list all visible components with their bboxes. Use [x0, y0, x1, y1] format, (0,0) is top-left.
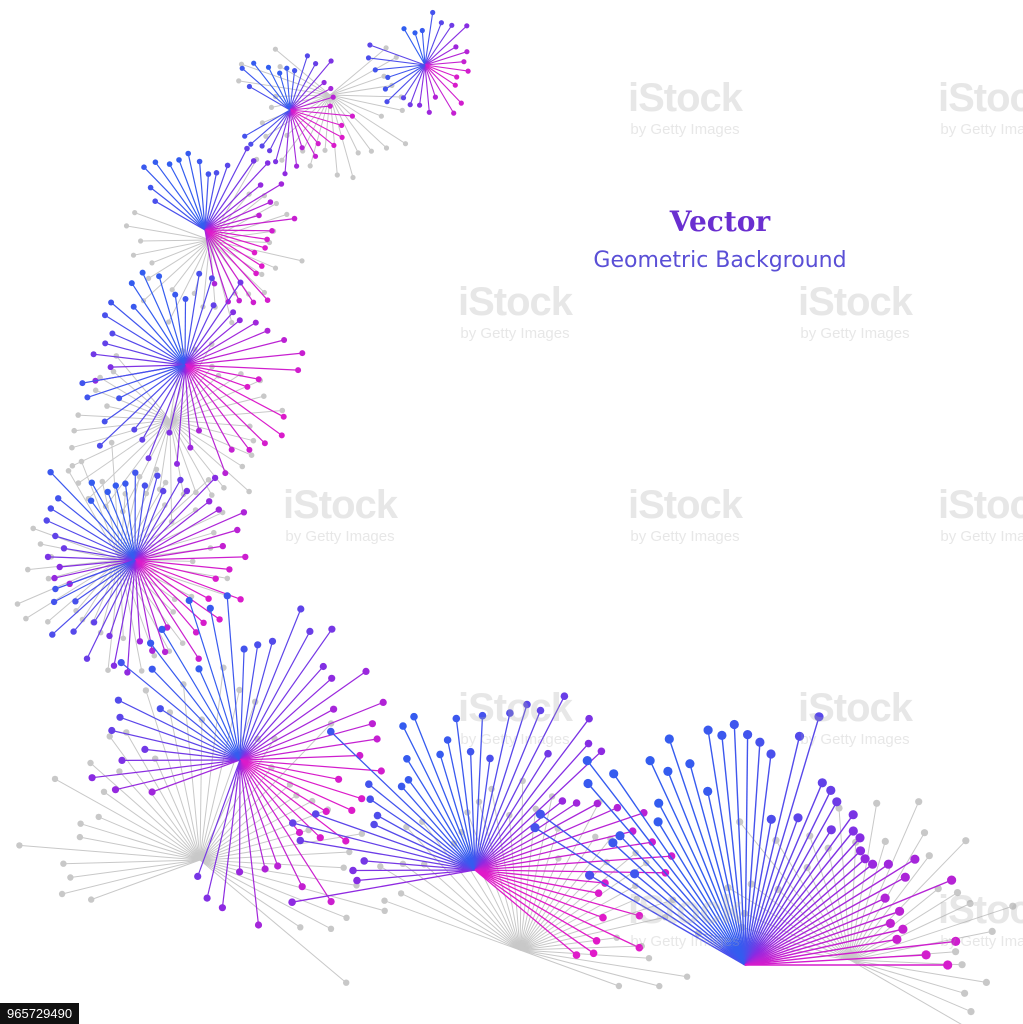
headline-subtitle: Geometric Background: [593, 248, 847, 273]
gray-burst: [16, 664, 388, 986]
color-burst: [43, 469, 249, 676]
color-burst: [88, 592, 387, 929]
stock-id-label: 965729490: [0, 1003, 80, 1024]
headline-title: Vector: [669, 205, 771, 238]
headline: Vector Geometric Background: [560, 205, 880, 273]
color-burst: [365, 9, 471, 116]
color-burst: [530, 712, 961, 970]
color-burst: [79, 269, 306, 477]
color-burst: [141, 145, 298, 306]
color-burst: [239, 53, 355, 177]
gray-burst: [123, 156, 305, 326]
